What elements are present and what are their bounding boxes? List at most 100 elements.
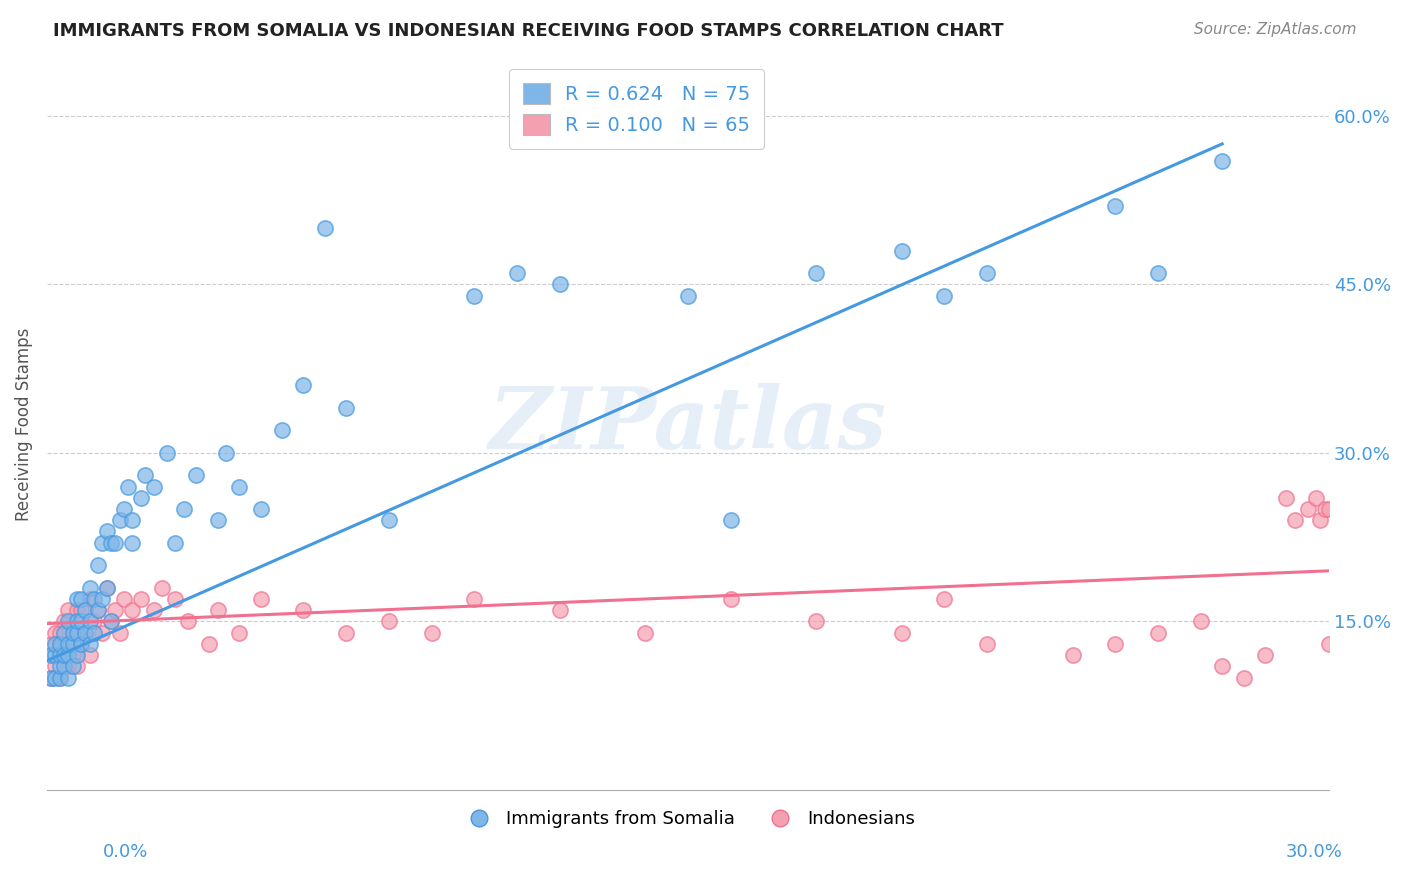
Point [75, 625, 97, 640]
Point [62, 659, 84, 673]
Point [335, 625, 357, 640]
Point [44, 671, 66, 685]
Point [720, 513, 742, 527]
Point [66, 659, 89, 673]
Point [48, 671, 70, 685]
Point [548, 277, 571, 292]
Point [44, 659, 66, 673]
Point [112, 591, 135, 606]
Point [66, 603, 89, 617]
Point [66, 625, 89, 640]
Point [58, 637, 80, 651]
Point [62, 625, 84, 640]
Point [198, 637, 221, 651]
Point [463, 591, 485, 606]
Point [79, 648, 101, 662]
Point [70, 591, 93, 606]
Point [66, 648, 89, 662]
Point [228, 479, 250, 493]
Text: 30.0%: 30.0% [1286, 843, 1343, 861]
Point [177, 615, 200, 629]
Point [66, 615, 89, 629]
Y-axis label: Receiving Food Stamps: Receiving Food Stamps [15, 328, 32, 522]
Point [58, 603, 80, 617]
Point [934, 288, 956, 302]
Point [420, 625, 443, 640]
Point [890, 244, 912, 258]
Point [249, 591, 271, 606]
Point [87, 603, 110, 617]
Point [173, 502, 195, 516]
Point [207, 513, 229, 527]
Point [335, 401, 357, 415]
Point [1305, 491, 1327, 505]
Point [1104, 637, 1126, 651]
Point [70, 637, 93, 651]
Point [155, 446, 177, 460]
Point [249, 502, 271, 516]
Point [58, 671, 80, 685]
Point [890, 625, 912, 640]
Point [66, 591, 89, 606]
Point [314, 221, 336, 235]
Point [58, 615, 80, 629]
Point [1317, 502, 1340, 516]
Point [215, 446, 238, 460]
Point [506, 266, 529, 280]
Point [70, 637, 93, 651]
Point [165, 535, 187, 549]
Point [39, 648, 62, 662]
Point [271, 423, 294, 437]
Point [207, 603, 229, 617]
Legend: Immigrants from Somalia, Indonesians: Immigrants from Somalia, Indonesians [454, 803, 922, 836]
Point [634, 625, 657, 640]
Point [1313, 502, 1336, 516]
Point [1275, 491, 1298, 505]
Point [96, 524, 118, 539]
Point [91, 535, 114, 549]
Point [1211, 659, 1233, 673]
Point [1317, 637, 1340, 651]
Point [378, 615, 401, 629]
Point [91, 625, 114, 640]
Point [1232, 671, 1254, 685]
Point [720, 591, 742, 606]
Point [48, 648, 70, 662]
Point [39, 637, 62, 651]
Point [83, 625, 105, 640]
Point [804, 615, 827, 629]
Point [934, 591, 956, 606]
Point [121, 603, 143, 617]
Point [96, 581, 118, 595]
Point [129, 491, 152, 505]
Point [976, 266, 998, 280]
Point [292, 378, 315, 392]
Point [53, 615, 76, 629]
Point [186, 468, 208, 483]
Point [463, 288, 485, 302]
Point [79, 637, 101, 651]
Point [1211, 153, 1233, 168]
Point [292, 603, 315, 617]
Point [100, 615, 122, 629]
Point [79, 591, 101, 606]
Point [1284, 513, 1306, 527]
Point [87, 558, 110, 573]
Point [91, 591, 114, 606]
Point [804, 266, 827, 280]
Point [100, 535, 122, 549]
Point [1254, 648, 1277, 662]
Point [39, 671, 62, 685]
Point [1104, 199, 1126, 213]
Point [100, 615, 122, 629]
Point [70, 603, 93, 617]
Point [129, 591, 152, 606]
Text: 0.0%: 0.0% [103, 843, 148, 861]
Point [1147, 266, 1170, 280]
Point [44, 648, 66, 662]
Point [53, 625, 76, 640]
Point [62, 648, 84, 662]
Point [150, 581, 173, 595]
Point [134, 468, 156, 483]
Point [44, 625, 66, 640]
